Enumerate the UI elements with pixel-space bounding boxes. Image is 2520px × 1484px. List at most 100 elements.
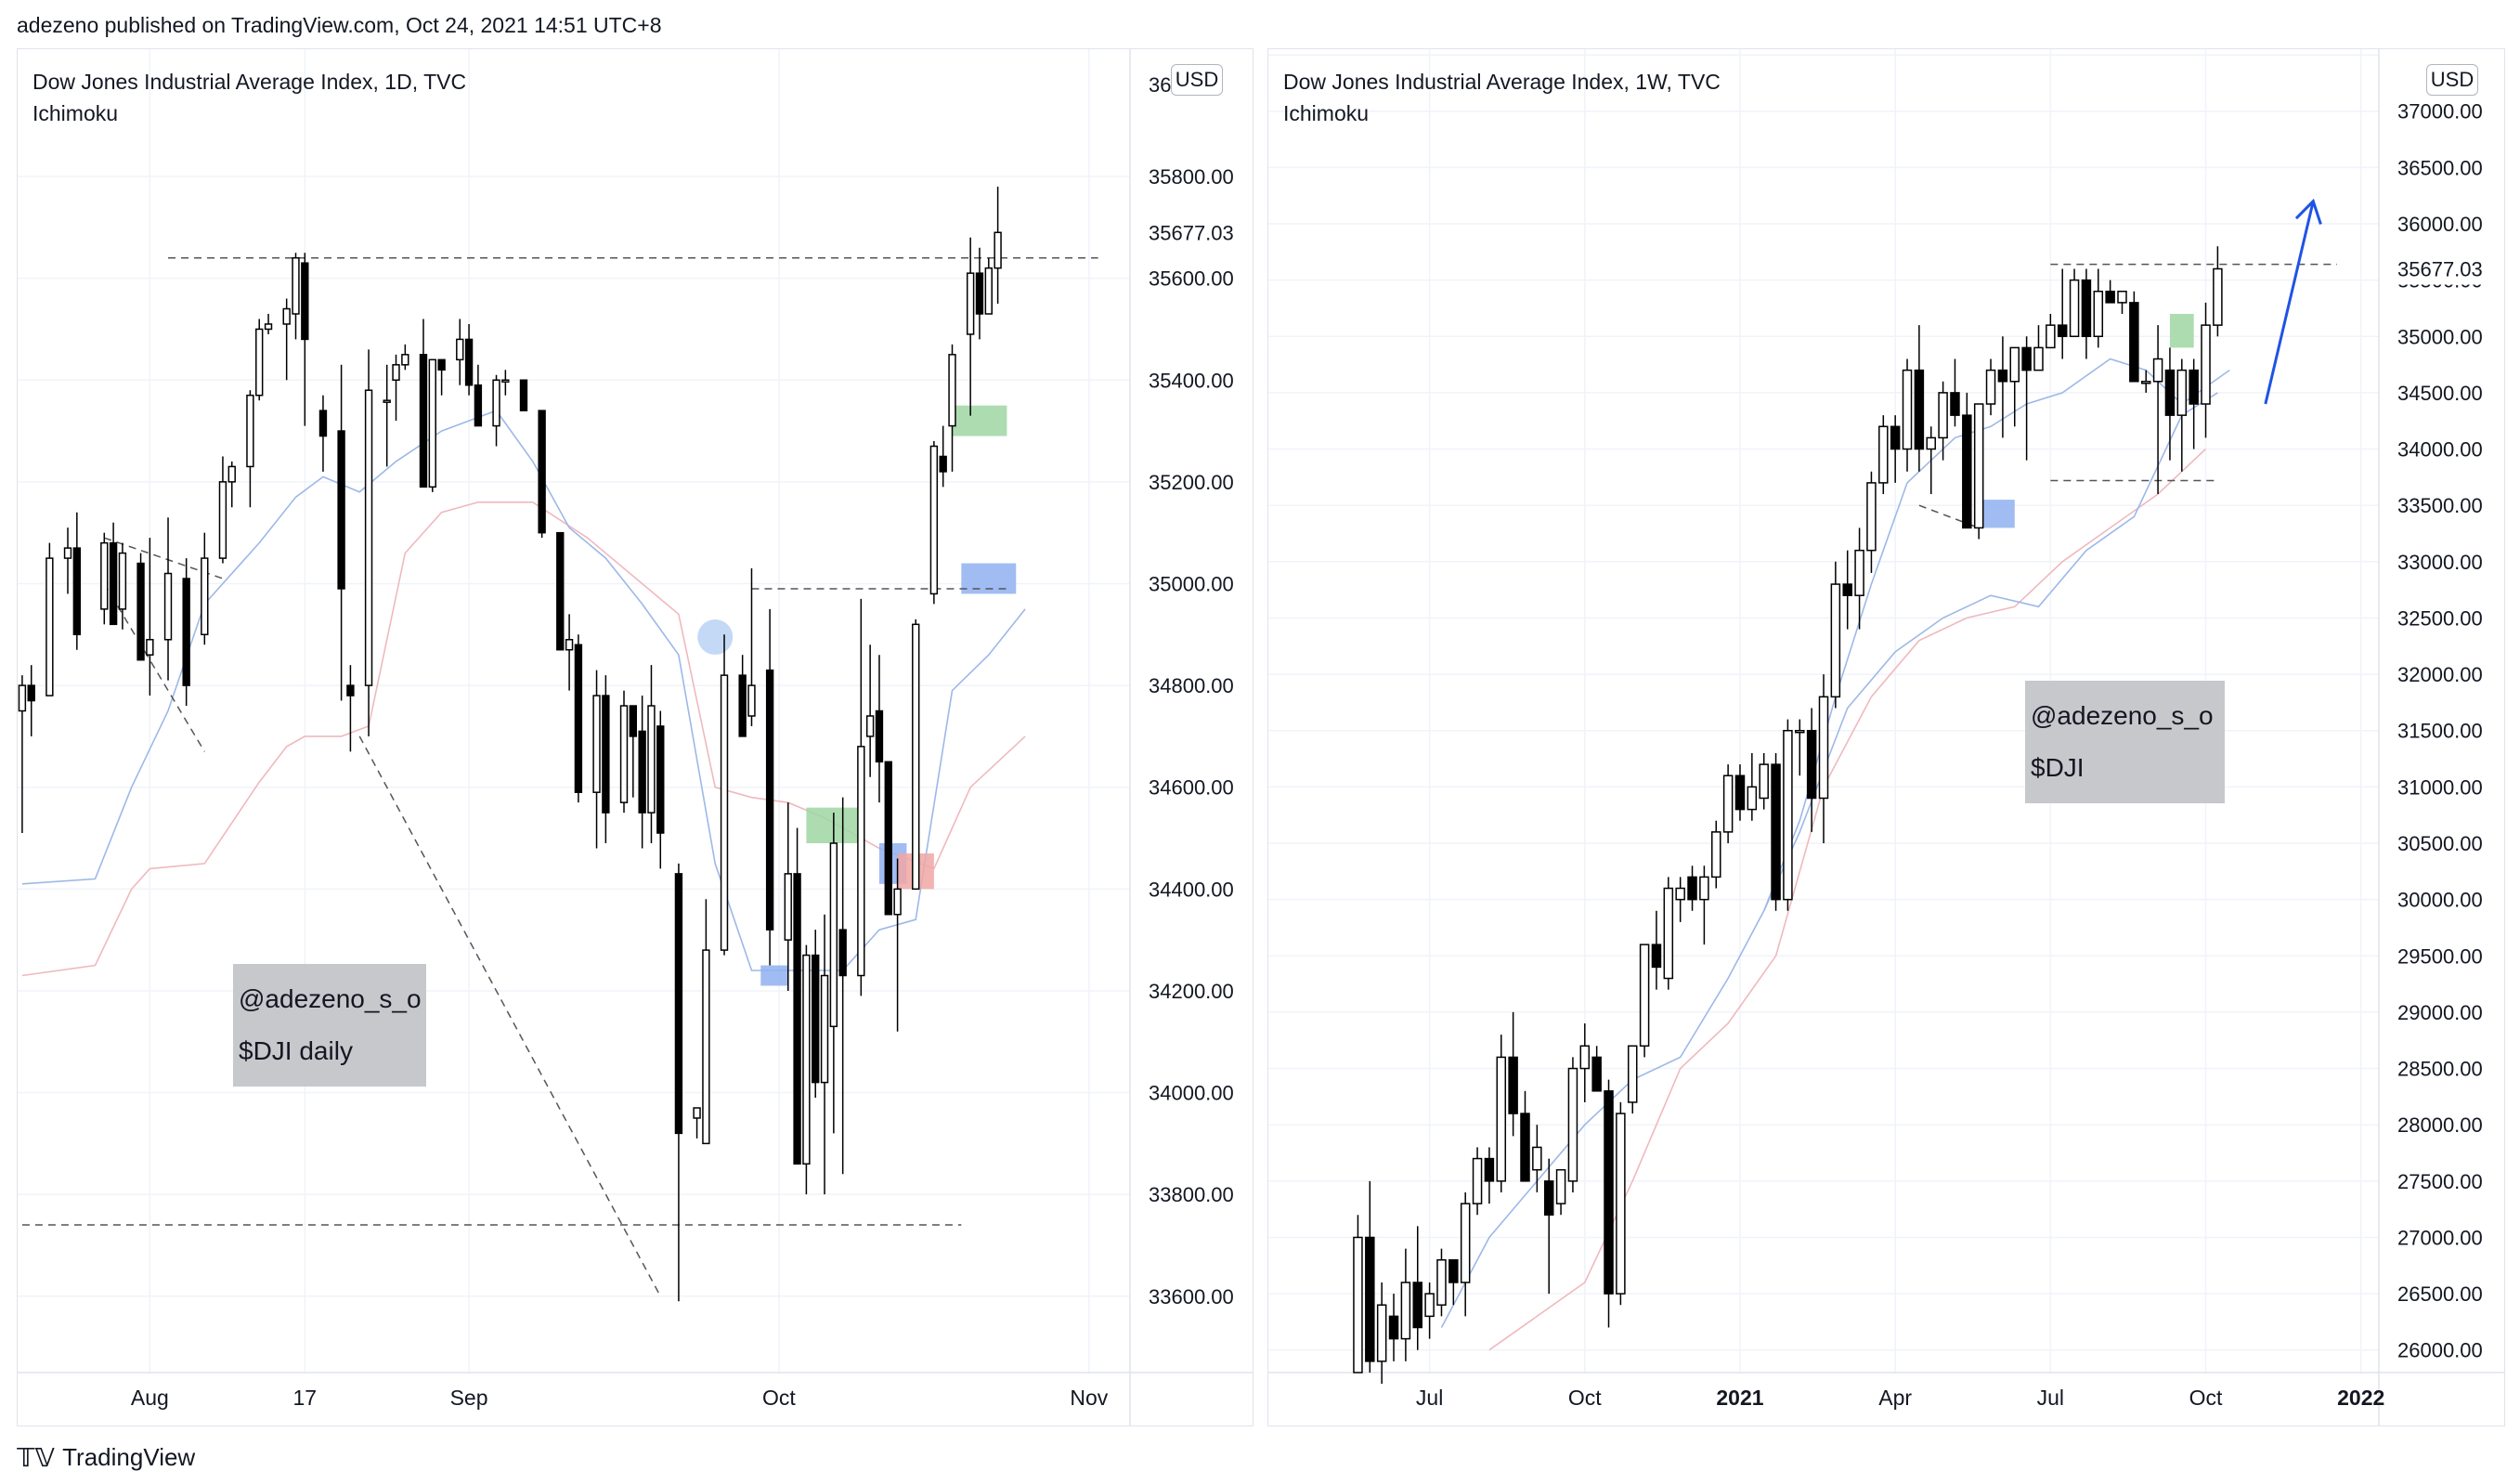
daily-candle[interactable]: [109, 522, 118, 626]
weekly-candle[interactable]: [1579, 1023, 1591, 1102]
daily-candle[interactable]: [27, 665, 35, 736]
daily-candle[interactable]: [392, 354, 400, 422]
weekly-candle[interactable]: [2093, 268, 2104, 348]
daily-candle[interactable]: [656, 710, 665, 869]
weekly-candle[interactable]: [1985, 358, 1996, 416]
weekly-candle[interactable]: [1460, 1191, 1471, 1317]
daily-candle[interactable]: [893, 858, 902, 1032]
daily-candle[interactable]: [364, 349, 373, 736]
weekly-candle[interactable]: [1962, 392, 1972, 529]
daily-candle[interactable]: [246, 390, 254, 508]
daily-candle[interactable]: [674, 863, 683, 1302]
weekly-candle[interactable]: [1926, 426, 1936, 495]
daily-candle[interactable]: [602, 675, 610, 843]
daily-candle[interactable]: [838, 797, 847, 1175]
daily-candle[interactable]: [100, 532, 109, 625]
daily-candle[interactable]: [337, 364, 345, 701]
weekly-candle[interactable]: [1627, 1045, 1638, 1114]
weekly-candle[interactable]: [1365, 1180, 1375, 1373]
weekly-candle[interactable]: [1795, 719, 1805, 776]
weekly-candle[interactable]: [1543, 1158, 1554, 1295]
daily-candle[interactable]: [629, 705, 638, 798]
weekly-candle[interactable]: [1902, 358, 1913, 472]
daily-candle[interactable]: [456, 319, 464, 385]
weekly-candle[interactable]: [1616, 1101, 1626, 1306]
weekly-candle[interactable]: [1496, 1035, 1507, 1192]
daily-chart-panel[interactable]: 33600.00 33800.00 34000.00 34200.00 34400.00…: [17, 48, 1254, 1426]
daily-candle[interactable]: [802, 944, 811, 1195]
weekly-candle[interactable]: [1508, 1011, 1518, 1137]
daily-candle[interactable]: [884, 761, 892, 916]
daily-candle[interactable]: [18, 675, 27, 834]
daily-candle[interactable]: [383, 364, 391, 467]
daily-candle[interactable]: [793, 827, 801, 1165]
daily-candle[interactable]: [201, 532, 209, 645]
daily-candle[interactable]: [738, 655, 747, 737]
daily-candle[interactable]: [437, 358, 446, 396]
daily-candle[interactable]: [301, 253, 309, 426]
daily-candle[interactable]: [948, 344, 956, 472]
weekly-chart-panel[interactable]: 26000.00 26500.00 27000.00 27500.00 28000.00…: [1267, 48, 2505, 1426]
weekly-candle[interactable]: [1878, 415, 1889, 495]
weekly-candle[interactable]: [1353, 1215, 1363, 1373]
daily-candle[interactable]: [227, 461, 236, 508]
weekly-candle[interactable]: [1376, 1282, 1387, 1385]
daily-candle[interactable]: [538, 410, 546, 539]
daily-chart-svg[interactable]: 33600.00 33800.00 34000.00 34200.00 34400.00…: [18, 49, 1253, 1425]
weekly-candle[interactable]: [1687, 866, 1697, 911]
weekly-candle[interactable]: [1866, 471, 1877, 573]
weekly-candle[interactable]: [1424, 1282, 1435, 1339]
weekly-candle[interactable]: [1532, 1125, 1542, 1192]
daily-candle[interactable]: [765, 608, 774, 966]
daily-candle[interactable]: [255, 319, 264, 401]
weekly-candle[interactable]: [2069, 268, 2080, 338]
weekly-candle[interactable]: [1842, 550, 1852, 630]
daily-candle[interactable]: [464, 323, 474, 396]
weekly-candle[interactable]: [1472, 1147, 1483, 1216]
weekly-candle[interactable]: [1806, 708, 1817, 832]
weekly-candle[interactable]: [1973, 403, 1984, 540]
daily-candle[interactable]: [784, 802, 792, 991]
daily-candle[interactable]: [118, 542, 127, 630]
weekly-candle[interactable]: [1663, 877, 1674, 990]
daily-candle[interactable]: [592, 670, 601, 849]
weekly-candle[interactable]: [2164, 347, 2176, 461]
weekly-candle[interactable]: [1747, 752, 1758, 821]
weekly-candle[interactable]: [1734, 764, 1746, 821]
daily-candle[interactable]: [975, 247, 984, 340]
weekly-candle[interactable]: [1639, 944, 1650, 1058]
daily-candle[interactable]: [720, 634, 729, 956]
daily-candle[interactable]: [929, 441, 939, 605]
daily-candle[interactable]: [72, 512, 82, 650]
daily-candle[interactable]: [857, 598, 865, 996]
daily-candle[interactable]: [829, 813, 838, 1134]
weekly-candle[interactable]: [1448, 1258, 1459, 1306]
weekly-candle[interactable]: [1604, 1079, 1614, 1328]
weekly-candle[interactable]: [2117, 290, 2127, 314]
daily-candle[interactable]: [282, 298, 291, 381]
daily-candle[interactable]: [501, 370, 510, 396]
daily-candle[interactable]: [519, 379, 528, 411]
daily-candle[interactable]: [556, 531, 565, 651]
daily-currency-button[interactable]: USD: [1171, 64, 1223, 96]
weekly-currency-button[interactable]: USD: [2426, 64, 2478, 96]
daily-candle[interactable]: [45, 542, 54, 696]
daily-candle[interactable]: [984, 257, 993, 315]
weekly-candle[interactable]: [2033, 325, 2044, 371]
weekly-candle[interactable]: [1997, 336, 2008, 438]
daily-candle[interactable]: [163, 517, 173, 681]
weekly-candle[interactable]: [1555, 1168, 1566, 1216]
daily-candle[interactable]: [346, 665, 355, 752]
daily-candle[interactable]: [401, 344, 409, 371]
daily-candle[interactable]: [574, 634, 583, 803]
weekly-candle[interactable]: [1388, 1294, 1399, 1361]
weekly-candle[interactable]: [1675, 877, 1685, 922]
daily-candle[interactable]: [693, 1107, 701, 1139]
weekly-candle[interactable]: [1938, 381, 1948, 461]
daily-candle[interactable]: [638, 696, 646, 849]
weekly-candle[interactable]: [2140, 370, 2151, 393]
daily-candle[interactable]: [318, 395, 328, 472]
daily-candle[interactable]: [136, 553, 145, 661]
weekly-candle[interactable]: [2021, 336, 2032, 461]
daily-candle[interactable]: [146, 538, 154, 696]
